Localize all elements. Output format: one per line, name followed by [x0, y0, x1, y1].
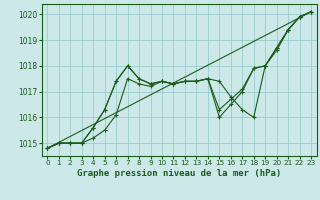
X-axis label: Graphe pression niveau de la mer (hPa): Graphe pression niveau de la mer (hPa): [77, 169, 281, 178]
